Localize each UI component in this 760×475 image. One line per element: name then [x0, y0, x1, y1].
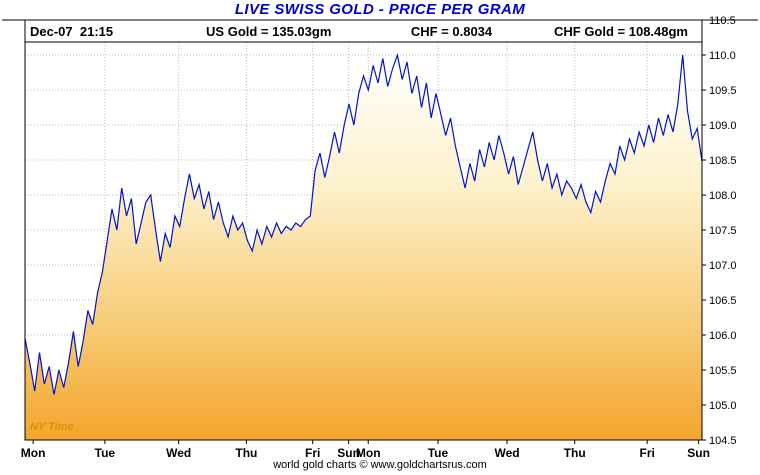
x-axis-day-label: Fri [305, 446, 320, 460]
x-axis-day-label: Wed [494, 446, 519, 460]
header-us-gold: US Gold = 135.03gm [206, 24, 332, 39]
x-axis-day-label: Thu [564, 446, 586, 460]
header-chf-gold: CHF Gold = 108.48gm [553, 24, 688, 39]
y-axis-label: 107.0 [709, 260, 737, 272]
x-axis-day-label: Mon [21, 446, 46, 460]
header-datetime: Dec-07 21:15 [30, 24, 114, 39]
page-title: LIVE SWISS GOLD - PRICE PER GRAM [234, 1, 526, 18]
y-axis-label: 109.0 [709, 120, 737, 132]
y-axis-label: 106.5 [709, 295, 737, 307]
y-axis-label: 105.5 [709, 365, 737, 377]
y-axis-label: 106.0 [709, 330, 737, 342]
x-axis-day-label: Tue [95, 446, 116, 460]
y-axis-label: 104.5 [709, 435, 737, 447]
x-axis-day-label: Thu [235, 446, 257, 460]
chart-header: Dec-07 21:15 US Gold = 135.03gm CHF = 0.… [25, 24, 702, 40]
price-line [24, 52, 703, 395]
x-axis-day-label: Tue [428, 446, 449, 460]
y-axis-label: 110.0 [709, 50, 736, 62]
y-axis-label: 105.0 [709, 400, 737, 412]
y-axis-label: 107.5 [709, 225, 737, 237]
y-axis-label: 108.0 [709, 190, 737, 202]
footer-credit: world gold charts © www.goldchartsrus.co… [273, 459, 487, 471]
x-axis-day-label: Sun [337, 446, 360, 460]
x-axis-day-label: Mon [356, 446, 381, 460]
y-axis-label: 108.5 [709, 155, 737, 167]
y-axis-label: 110.5 [709, 15, 736, 27]
price-area [25, 55, 702, 440]
x-axis-day-label: Fri [639, 446, 654, 460]
x-axis-day-label: Sun [687, 446, 710, 460]
y-axis-label: 109.5 [709, 85, 737, 97]
x-axis-day-label: Wed [166, 446, 191, 460]
header-chf-rate: CHF = 0.8034 [410, 24, 493, 39]
ny-time-label: NY Time [30, 421, 74, 433]
